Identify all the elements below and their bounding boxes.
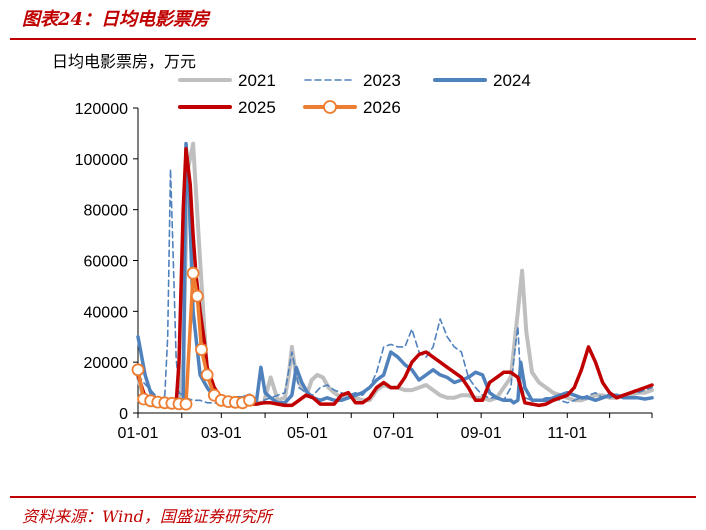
y-tick-label: 60000: [84, 254, 129, 271]
series-line-2025: [136, 146, 654, 408]
series-layer: [131, 141, 654, 411]
figure-title: 图表24：日均电影票房: [22, 9, 210, 30]
series-point-2026: [195, 343, 208, 356]
legend-label-2025: 2025: [238, 98, 276, 117]
y-tick-label: 40000: [84, 304, 129, 321]
x-tick-label: 11-01: [547, 425, 587, 442]
series-point-2026: [190, 289, 204, 303]
legend: 2021 2023 2024 2025 2026: [178, 71, 531, 117]
y-tick-label: 20000: [84, 355, 129, 372]
legend-label-2023: 2023: [363, 71, 401, 90]
x-tick-label: 09-01: [461, 425, 502, 442]
series-line-2024: [136, 141, 654, 405]
legend-label-2026: 2026: [363, 98, 401, 117]
chart-axes: 0 20000 40000 60000 80000 100000 120000 01-01 03…: [75, 101, 653, 442]
series-point-2026: [131, 363, 145, 377]
x-tick-label: 07-01: [373, 425, 414, 442]
source-note: 资料来源：Wind，国盛证券研究所: [22, 507, 272, 526]
legend-label-2024: 2024: [493, 71, 531, 90]
x-tick-label: 05-01: [287, 425, 328, 442]
series-point-2026: [200, 368, 214, 382]
y-axis-label: 日均电影票房，万元: [52, 52, 196, 71]
y-tick-label: 100000: [75, 152, 128, 169]
y-tick-label: 80000: [84, 203, 129, 220]
y-tick-label: 0: [119, 406, 128, 423]
series-line-2021: [136, 141, 654, 408]
series-point-2026: [243, 393, 257, 407]
series-line-2023: [137, 168, 653, 405]
source-divider: [10, 496, 696, 498]
title-divider: [10, 38, 696, 40]
series-point-2026: [186, 266, 200, 280]
x-tick-label: 01-01: [118, 425, 159, 442]
legend-marker-2026: [323, 100, 337, 114]
x-tick-label: 03-01: [201, 425, 242, 442]
series-point-2026: [179, 397, 193, 411]
y-tick-label: 120000: [75, 101, 128, 118]
legend-label-2021: 2021: [238, 71, 276, 90]
